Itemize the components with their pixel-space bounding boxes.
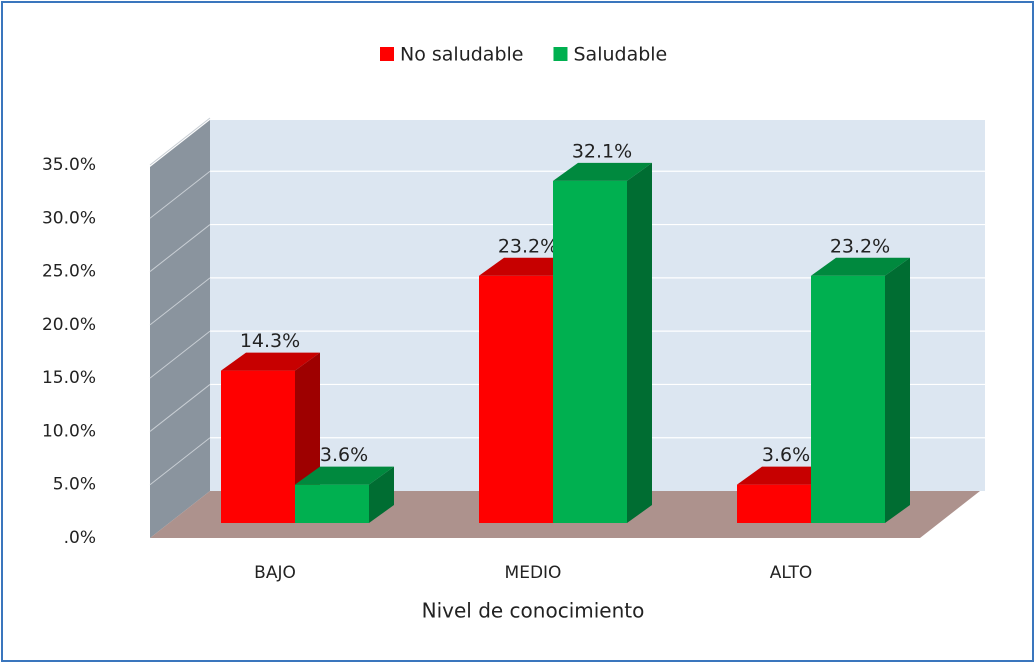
- grid-line-side: [149, 277, 211, 326]
- bar-side: [627, 162, 652, 524]
- bar-front: [479, 275, 553, 523]
- y-tick-label: 30.0%: [42, 208, 96, 228]
- bar-top: [295, 466, 394, 485]
- grid-line-side: [149, 437, 211, 486]
- grid-line-side: [149, 117, 211, 166]
- legend-swatch: [553, 47, 568, 61]
- data-label: 3.6%: [762, 444, 810, 466]
- bar-front: [221, 370, 295, 523]
- legend-label: No saludable: [400, 44, 523, 66]
- data-label: 14.3%: [240, 330, 300, 352]
- bar-side: [369, 466, 394, 523]
- grid-line-side: [149, 224, 211, 272]
- data-label: 23.2%: [498, 235, 558, 257]
- data-label: 32.1%: [572, 140, 632, 162]
- bar-top: [221, 352, 320, 371]
- bar-side: [885, 257, 910, 523]
- bar-front: [737, 484, 811, 523]
- y-tick-label: .0%: [64, 528, 96, 548]
- data-label: 23.2%: [830, 235, 890, 257]
- bar: [295, 466, 394, 523]
- bar: [811, 257, 910, 523]
- grid-line-side: [149, 384, 211, 432]
- x-tick-label: MEDIO: [505, 563, 562, 583]
- grid-line-side: [149, 170, 211, 219]
- data-label: 3.6%: [320, 444, 368, 466]
- x-axis-title: Nivel de conocimiento: [422, 599, 645, 623]
- y-tick-label: 15.0%: [42, 368, 96, 388]
- legend-label: Saludable: [573, 44, 667, 66]
- side-wall: [150, 120, 210, 538]
- bar-front: [295, 484, 369, 523]
- bar-front: [553, 180, 627, 524]
- y-tick-label: 20.0%: [42, 315, 96, 335]
- y-tick-label: 35.0%: [42, 155, 96, 175]
- x-tick-label: ALTO: [770, 563, 813, 583]
- y-tick-label: 10.0%: [42, 421, 96, 441]
- y-tick-label: 5.0%: [53, 475, 96, 495]
- legend-swatch: [380, 47, 394, 61]
- x-tick-label: BAJO: [254, 563, 296, 583]
- bar-top: [553, 162, 652, 181]
- bar-top: [811, 257, 910, 276]
- bar: [553, 162, 652, 524]
- grid-line-side: [149, 330, 211, 379]
- bar-front: [811, 275, 885, 523]
- y-tick-label: 25.0%: [42, 262, 96, 282]
